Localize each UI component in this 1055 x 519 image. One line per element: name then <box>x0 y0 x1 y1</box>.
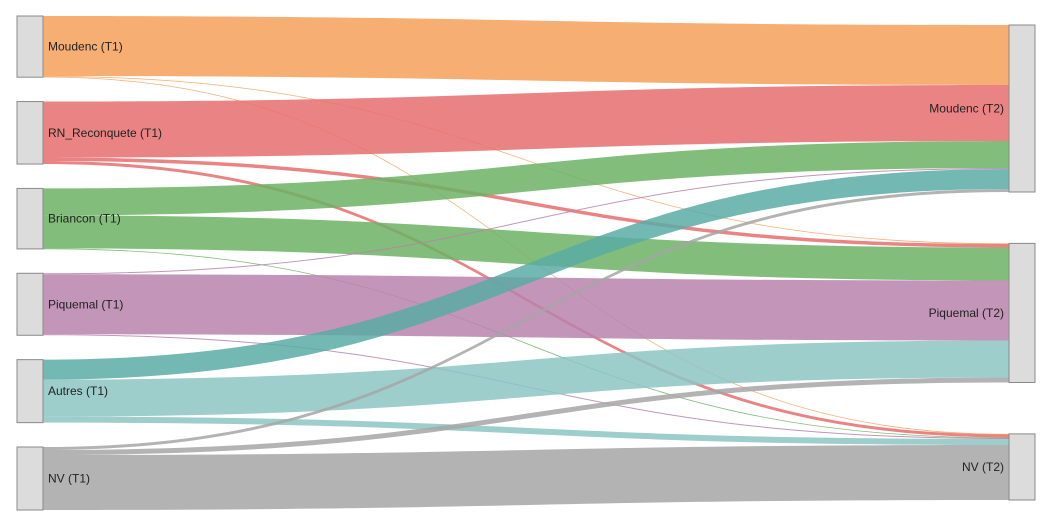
flow-piquemal_t1-to-moudenc_t2 <box>43 168 1009 275</box>
node-labels: Moudenc (T1) RN_Reconquete (T1) Briancon (… <box>48 40 1004 486</box>
flow-nv_t1-to-nv_t2 <box>43 445 1009 510</box>
node-piquemal_t1 <box>16 272 44 336</box>
flow-autres_t1-to-moudenc_t2 <box>43 169 1009 380</box>
flow-links <box>43 16 1009 510</box>
flow-nv_t1-to-piquemal_t2 <box>43 377 1009 455</box>
node-moudenc_t1 <box>16 15 44 78</box>
node-label-moudenc_t2: Moudenc (T2) <box>929 102 1004 116</box>
node-label-nv_t2: NV (T2) <box>962 460 1004 474</box>
node-nv_t1 <box>16 446 44 511</box>
nodes <box>16 15 1036 511</box>
flow-rn_t1-to-piquemal_t2 <box>43 157 1009 248</box>
node-label-briancon_t1: Briancon (T1) <box>48 212 121 226</box>
flow-briancon_t1-to-nv_t2 <box>43 248 1009 439</box>
node-briancon_t1 <box>16 187 44 250</box>
flow-rn_t1-to-moudenc_t2 <box>43 85 1009 158</box>
flow-autres_t1-to-piquemal_t2 <box>43 340 1009 417</box>
node-label-rn_t1: RN_Reconquete (T1) <box>48 126 162 140</box>
flow-nv_t1-to-moudenc_t2 <box>43 189 1009 450</box>
flow-moudenc_t1-to-piquemal_t2 <box>43 76 1009 245</box>
node-label-nv_t1: NV (T1) <box>48 472 90 486</box>
node-label-autres_t1: Autres (T1) <box>48 384 108 398</box>
flow-briancon_t1-to-moudenc_t2 <box>43 141 1009 216</box>
flow-piquemal_t1-to-piquemal_t2 <box>43 274 1009 341</box>
flow-autres_t1-to-nv_t2 <box>43 416 1009 445</box>
node-autres_t1 <box>16 359 44 424</box>
node-label-piquemal_t2: Piquemal (T2) <box>929 306 1004 320</box>
node-nv_t2 <box>1008 433 1036 501</box>
flow-moudenc_t1-to-moudenc_t2 <box>43 16 1009 85</box>
node-label-moudenc_t1: Moudenc (T1) <box>48 40 123 54</box>
node-moudenc_t2 <box>1008 24 1036 193</box>
node-rn_t1 <box>16 101 44 165</box>
flow-briancon_t1-to-piquemal_t2 <box>43 215 1009 281</box>
node-label-piquemal_t1: Piquemal (T1) <box>48 297 123 311</box>
node-piquemal_t2 <box>1008 242 1036 383</box>
